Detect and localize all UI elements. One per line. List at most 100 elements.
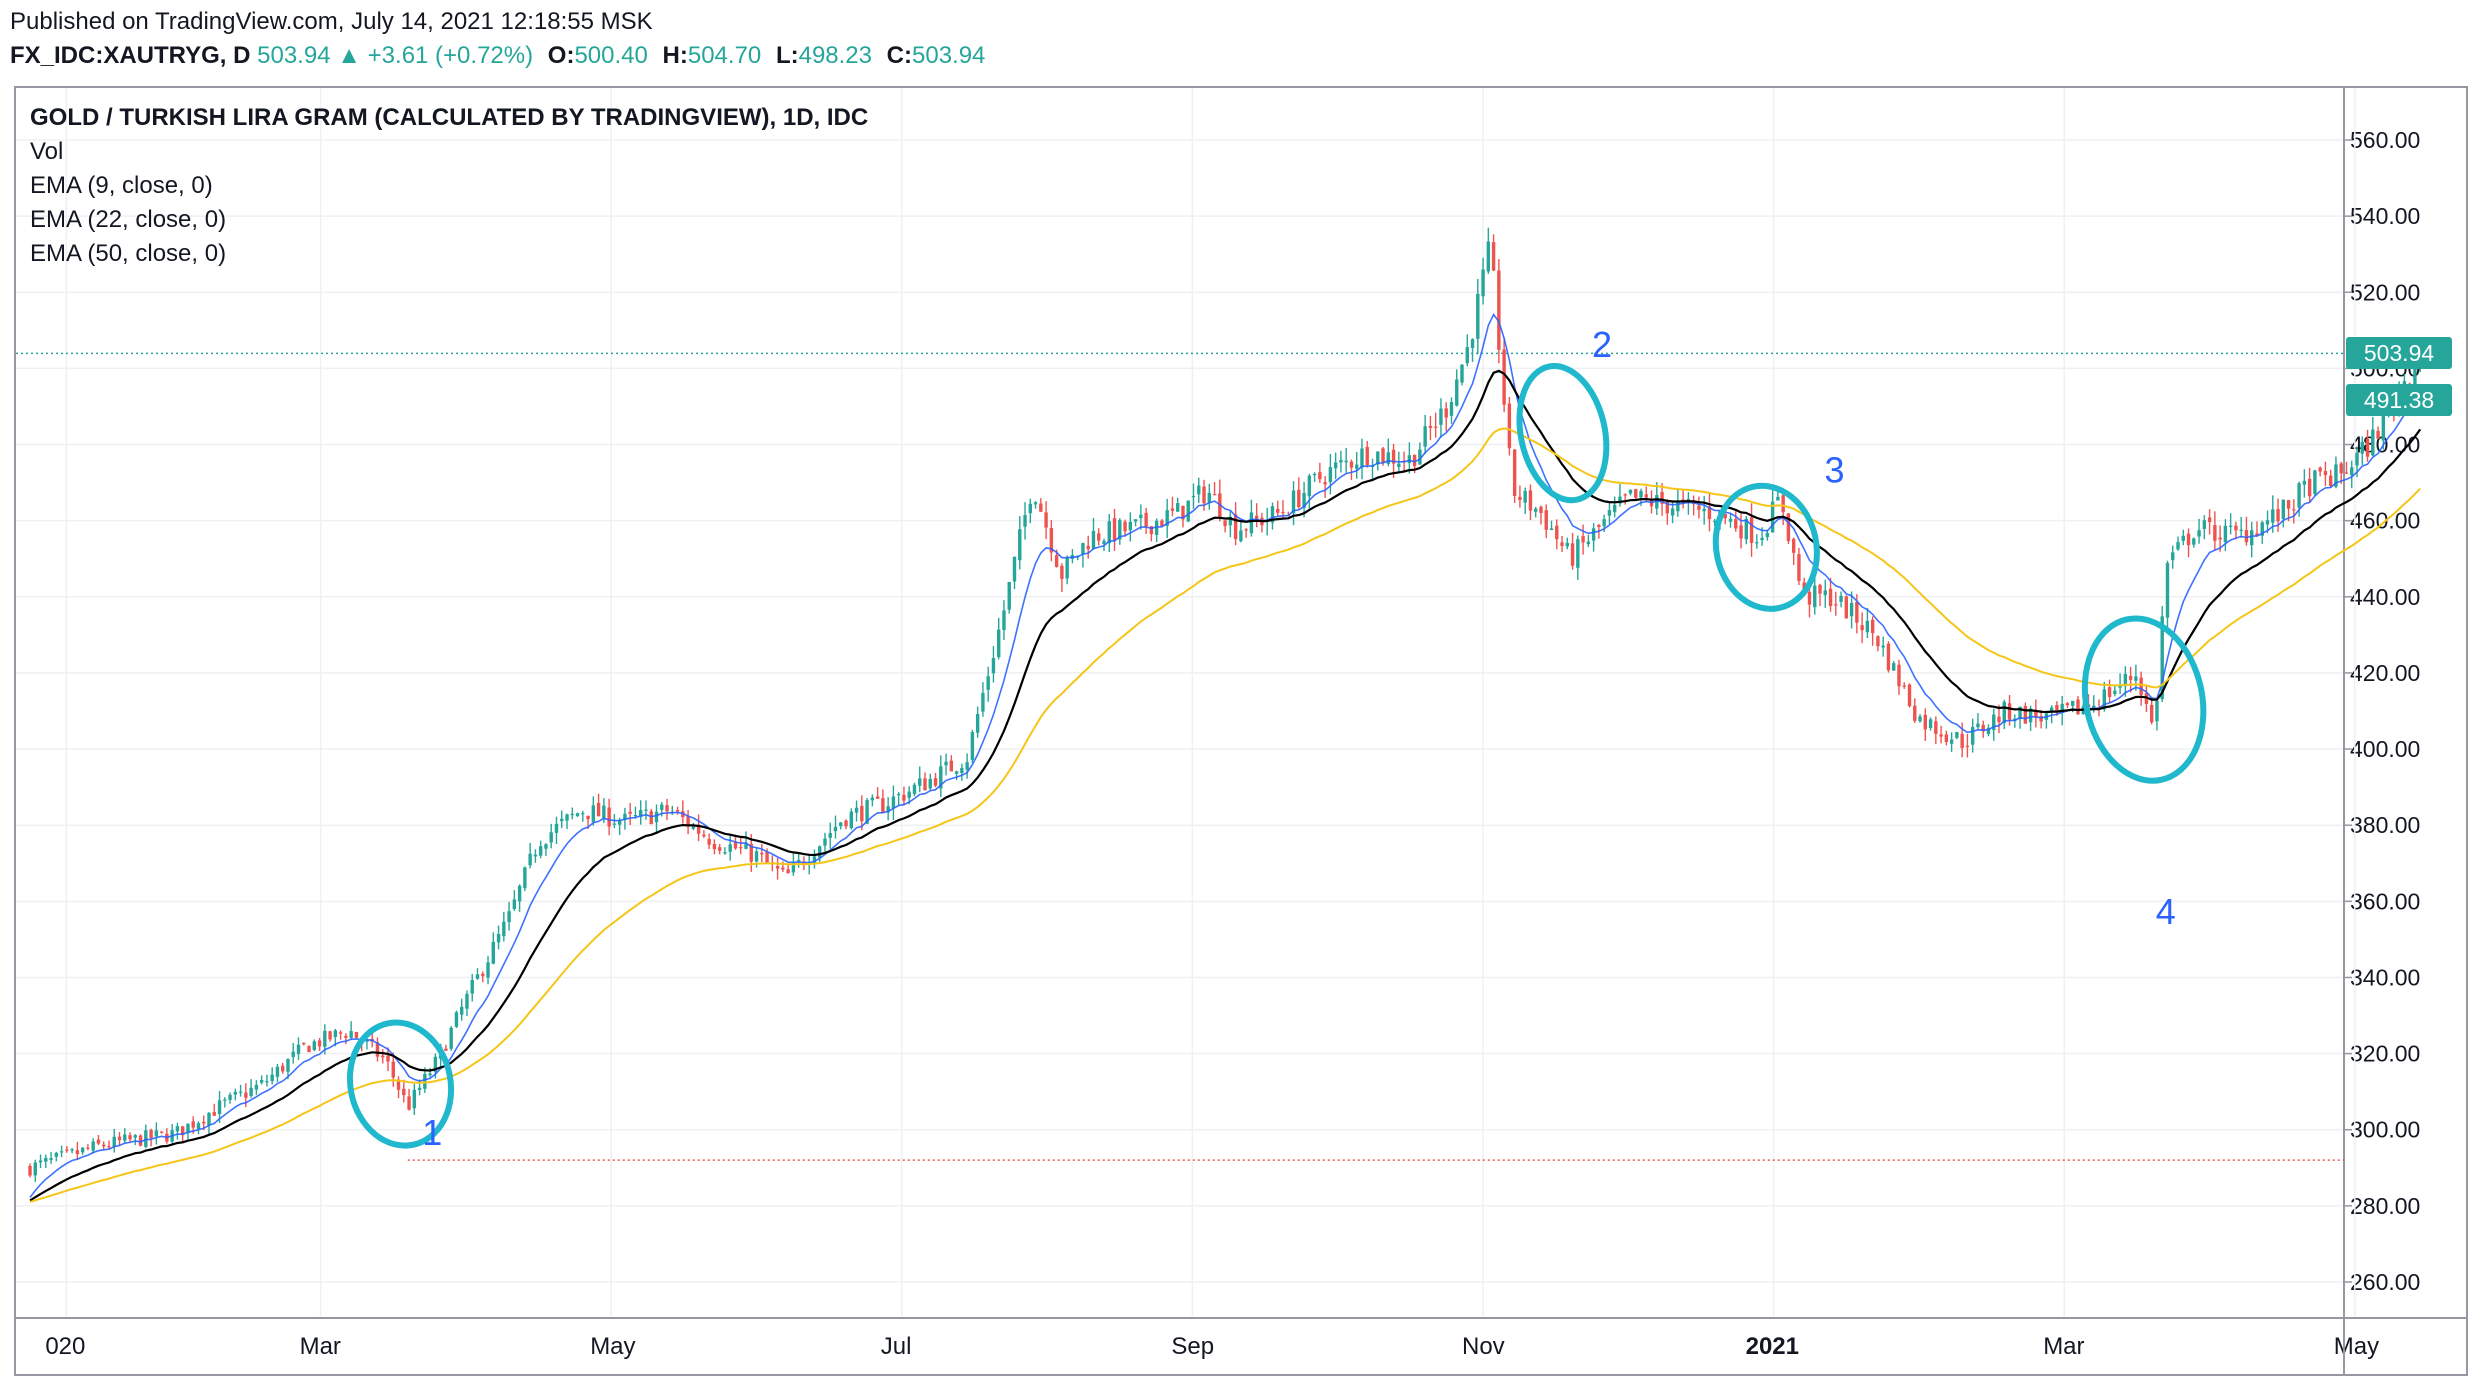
candle-body <box>1281 511 1285 514</box>
candle-body <box>1455 379 1459 406</box>
candle-body <box>739 847 743 849</box>
legend-vol[interactable]: Vol <box>30 138 64 165</box>
candle-body <box>1197 485 1201 495</box>
candle-body <box>886 806 890 813</box>
candle-body <box>2018 706 2022 720</box>
change-value: +3.61 (+0.72%) <box>367 42 534 69</box>
candle-body <box>1765 532 1770 538</box>
candle-body <box>1244 529 1248 531</box>
candle-body <box>1039 503 1043 512</box>
high-label: H: <box>662 42 688 69</box>
candle-body <box>1291 490 1296 514</box>
candle-body <box>1276 508 1280 513</box>
candle-body <box>1412 455 1417 467</box>
candle-body <box>1102 540 1106 544</box>
candle-body <box>396 1079 401 1090</box>
candle-body <box>1512 449 1517 497</box>
candle-body <box>270 1074 274 1082</box>
candle-body <box>1770 501 1775 533</box>
candle-body <box>2250 530 2254 546</box>
candle-body <box>602 805 606 818</box>
candle-body <box>865 800 869 824</box>
legend-ema9[interactable]: EMA (9, close, 0) <box>30 172 213 199</box>
candle-body <box>154 1130 159 1137</box>
candle-body <box>2192 538 2196 545</box>
candle-body <box>2371 429 2375 456</box>
candle-body <box>1355 464 1359 469</box>
candle-body <box>1491 242 1496 271</box>
candle-body <box>386 1055 390 1062</box>
candle-body <box>939 766 943 789</box>
candle-body <box>1023 514 1027 527</box>
candle-body <box>1534 508 1538 512</box>
candle-body <box>2181 535 2185 541</box>
candle-body <box>1997 716 2001 723</box>
candle-body <box>1602 519 1606 527</box>
candle-body <box>491 941 495 964</box>
candle-body <box>1565 542 1569 547</box>
candle-body <box>1112 518 1117 541</box>
candle-body <box>1576 539 1580 568</box>
y-tick-label: 560.00 <box>2350 127 2420 153</box>
x-tick-label: Sep <box>1171 1333 1214 1360</box>
candle-body <box>138 1135 143 1146</box>
close-value: 503.94 <box>912 42 986 69</box>
candle-body <box>2134 676 2138 681</box>
legend-ema50[interactable]: EMA (50, close, 0) <box>30 240 227 267</box>
candle-body <box>2381 410 2386 441</box>
candle-body <box>928 778 932 789</box>
candle-body <box>375 1042 380 1057</box>
legend-ema22[interactable]: EMA (22, close, 0) <box>30 206 227 233</box>
y-tick-label: 380.00 <box>2350 812 2420 838</box>
y-tick-label: 440.00 <box>2350 584 2420 610</box>
candle-body <box>696 824 701 834</box>
candle-body <box>1297 489 1301 507</box>
candle-body <box>191 1121 195 1128</box>
candle-body <box>907 791 911 798</box>
candle-body <box>1955 732 1959 738</box>
candle-body <box>1865 620 1870 633</box>
candle-body <box>2092 705 2096 709</box>
candle-body <box>812 856 817 864</box>
candle-body <box>149 1129 153 1139</box>
candle-body <box>1044 512 1048 528</box>
candle-body <box>1386 452 1390 464</box>
candle-body <box>186 1123 190 1134</box>
candle-body <box>1928 719 1933 729</box>
last-price: 503.94 <box>257 42 331 69</box>
candle-body <box>302 1042 306 1045</box>
open-value: 500.40 <box>574 42 648 69</box>
candle-body <box>707 838 711 845</box>
candle-body <box>1502 349 1506 405</box>
candle-body <box>391 1061 395 1078</box>
candle-body <box>1470 339 1475 348</box>
candle-body <box>1923 714 1928 730</box>
candle-body <box>180 1126 185 1136</box>
candle-body <box>2365 438 2370 457</box>
candle-body <box>312 1041 316 1050</box>
candle-body <box>512 899 517 909</box>
candle-body <box>560 818 564 822</box>
candle-body <box>997 629 1001 658</box>
candle-body <box>1091 531 1096 549</box>
candle-body <box>502 921 506 937</box>
candle-body <box>854 807 859 813</box>
change-up-icon: ▲ <box>337 42 361 69</box>
candle-body <box>1049 528 1054 553</box>
candle-body <box>1586 541 1591 545</box>
annotation-circle <box>1712 482 1820 612</box>
candle-body <box>1270 506 1275 523</box>
candle-body <box>1897 664 1901 687</box>
candle-body <box>1360 448 1364 468</box>
candle-body <box>2023 706 2028 724</box>
candle-body <box>2339 463 2343 474</box>
candle-body <box>1549 528 1554 531</box>
candle-body <box>517 885 522 902</box>
candle-body <box>1965 745 1970 747</box>
candle-body <box>1223 520 1227 527</box>
open-label: O: <box>547 42 575 69</box>
x-tick-label: 020 <box>45 1333 85 1360</box>
candle-body <box>2244 530 2249 543</box>
candle-body <box>2176 542 2180 550</box>
